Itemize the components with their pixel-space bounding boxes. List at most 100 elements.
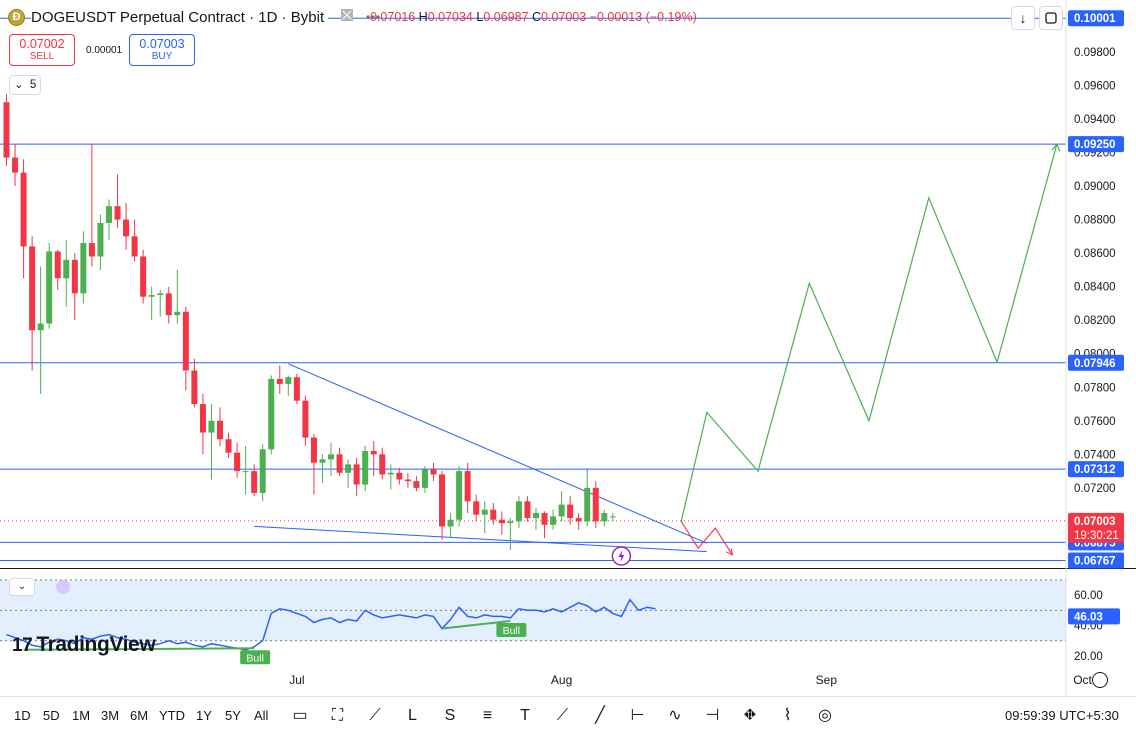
candle-body — [302, 400, 309, 438]
fullscreen-icon[interactable] — [1039, 6, 1063, 30]
candle-body — [208, 420, 215, 433]
level-label-bg — [1068, 552, 1124, 569]
candle-body — [601, 513, 608, 522]
candle-body — [217, 420, 223, 440]
pattern-icon[interactable]: ⟋ — [369, 707, 381, 724]
candle-body — [609, 516, 616, 518]
bull-divergence-line — [23, 647, 255, 651]
bull-divergence-label: Bull — [246, 652, 264, 664]
ohlc-close-label: C — [532, 10, 542, 24]
candlesticks — [3, 93, 616, 550]
symbol-title[interactable]: DOGEUSDT Perpetual Contract · 1D · Bybit — [31, 9, 329, 26]
price-tick-label: 0.07400 — [1074, 449, 1116, 461]
text-icon[interactable]: T — [520, 707, 530, 724]
candle-body — [421, 469, 428, 488]
sell-label: SELL — [29, 51, 55, 62]
candle-body — [498, 519, 505, 524]
candle-body — [259, 449, 266, 493]
timeframe-all[interactable]: All — [254, 708, 269, 723]
bottom-toolbar: 1D 5D 1M 3M 6M YTD 1Y 5Y All ▭ ⛶ ⟋ L S ≡ T ⟋ ╱ ⊢ ∿ ⊣ ⛖ ⌇ ◎ 09:… — [0, 696, 1136, 735]
short-position-icon[interactable]: S — [444, 707, 456, 724]
candle-body — [293, 377, 300, 401]
ohlc-high-label: H — [418, 10, 428, 24]
level-label: 0.10001 — [1074, 13, 1116, 25]
timeframe-1m[interactable]: 1M — [72, 708, 91, 723]
candle-body — [490, 509, 497, 520]
candle-body — [532, 513, 539, 519]
candle-body — [97, 222, 104, 257]
level-label-bg — [1068, 354, 1124, 371]
candle-body — [12, 157, 19, 173]
candle-body — [191, 370, 198, 405]
timeframe-3m[interactable]: 3M — [101, 708, 120, 723]
gear-icon[interactable] — [1092, 672, 1108, 688]
price-axis[interactable]: 0.098000.096000.094000.092000.090000.088… — [1065, 0, 1124, 696]
trend-line-icon[interactable]: ╱ — [595, 707, 605, 724]
more-icon[interactable] — [364, 8, 382, 26]
candle-body — [140, 256, 147, 297]
candle-body — [370, 450, 377, 455]
timeframe-1d[interactable]: 1D — [14, 708, 31, 723]
timeframe-6m[interactable]: 6M — [130, 708, 149, 723]
time-axis[interactable]: Jul Aug Sep Oct — [289, 673, 1092, 687]
price-tick-label: 0.07800 — [1074, 382, 1116, 394]
projection-icon[interactable]: ∿ — [668, 707, 682, 724]
tradingview-logo[interactable]: 17 TradingView — [12, 633, 156, 657]
calendar-range-icon[interactable]: ▭ — [292, 707, 308, 724]
long-position-icon[interactable]: L — [408, 707, 417, 724]
time-tick-label: Oct — [1073, 673, 1092, 687]
spread-value: 0.00001 — [86, 45, 123, 56]
rsi-collapse-button[interactable]: ⌄ — [9, 578, 35, 596]
candle-body — [71, 259, 78, 294]
candle-body — [473, 501, 480, 515]
level-label-bg — [1068, 10, 1124, 27]
timeframe-5y[interactable]: 5Y — [225, 708, 241, 723]
price-tick-label: 0.09600 — [1074, 80, 1116, 92]
candle-body — [464, 471, 471, 502]
timeframe-ytd[interactable]: YTD — [159, 708, 185, 723]
candle-body — [29, 246, 36, 331]
rectangle-icon[interactable]: ⛶ — [331, 707, 344, 724]
candle-body — [148, 295, 155, 297]
buy-button[interactable]: 0.07003 BUY — [129, 34, 195, 66]
triangle-trendlines — [254, 363, 707, 553]
candle-body — [524, 501, 531, 519]
ohlc-high: 0.07034 — [427, 10, 473, 24]
level-label-bg — [1068, 461, 1124, 478]
bull-divergence-badge — [496, 622, 527, 637]
current-price-label-bg — [1068, 512, 1124, 543]
price-tick-label: 0.08200 — [1074, 315, 1116, 327]
measure-icon[interactable]: ⊣ — [705, 707, 720, 724]
path-icon[interactable]: ⌇ — [783, 707, 792, 724]
candle-body — [379, 454, 386, 475]
timeframe-5d[interactable]: 5D — [43, 708, 60, 723]
timeframe-1y[interactable]: 1Y — [196, 708, 212, 723]
countdown-label: 19:30:21 — [1074, 530, 1119, 542]
candle-body — [362, 450, 369, 485]
indicator-collapse-button[interactable]: ⌄ 5 — [9, 75, 41, 95]
forecast-icon[interactable]: ⊢ — [630, 707, 645, 724]
candle-body — [276, 378, 283, 384]
candle-body — [123, 219, 130, 237]
candle-body — [105, 206, 112, 223]
bull-divergence-badge — [240, 650, 271, 665]
time-tick-label: Jul — [289, 673, 304, 687]
candle-body — [131, 236, 138, 257]
candle-body — [456, 471, 463, 520]
lightning-bolt — [618, 550, 625, 562]
target-icon[interactable]: ◎ — [818, 707, 832, 724]
anchored-vwap-icon[interactable]: ⛖ — [743, 707, 757, 724]
candle-body — [447, 519, 454, 527]
candle-body — [251, 471, 258, 493]
flag-icon[interactable] — [338, 8, 356, 26]
brush-icon[interactable]: ⟋ — [556, 707, 569, 724]
fib-icon[interactable]: ≡ — [482, 707, 493, 724]
arrow-down-icon[interactable]: ↓ — [1011, 6, 1035, 30]
candle-body — [336, 454, 343, 473]
sell-button[interactable]: 0.07002 SELL — [9, 34, 75, 66]
candle-body — [225, 439, 232, 453]
rsi-tick-label: 20.00 — [1074, 651, 1103, 663]
candle-body — [165, 293, 172, 316]
candle-body — [242, 471, 249, 473]
